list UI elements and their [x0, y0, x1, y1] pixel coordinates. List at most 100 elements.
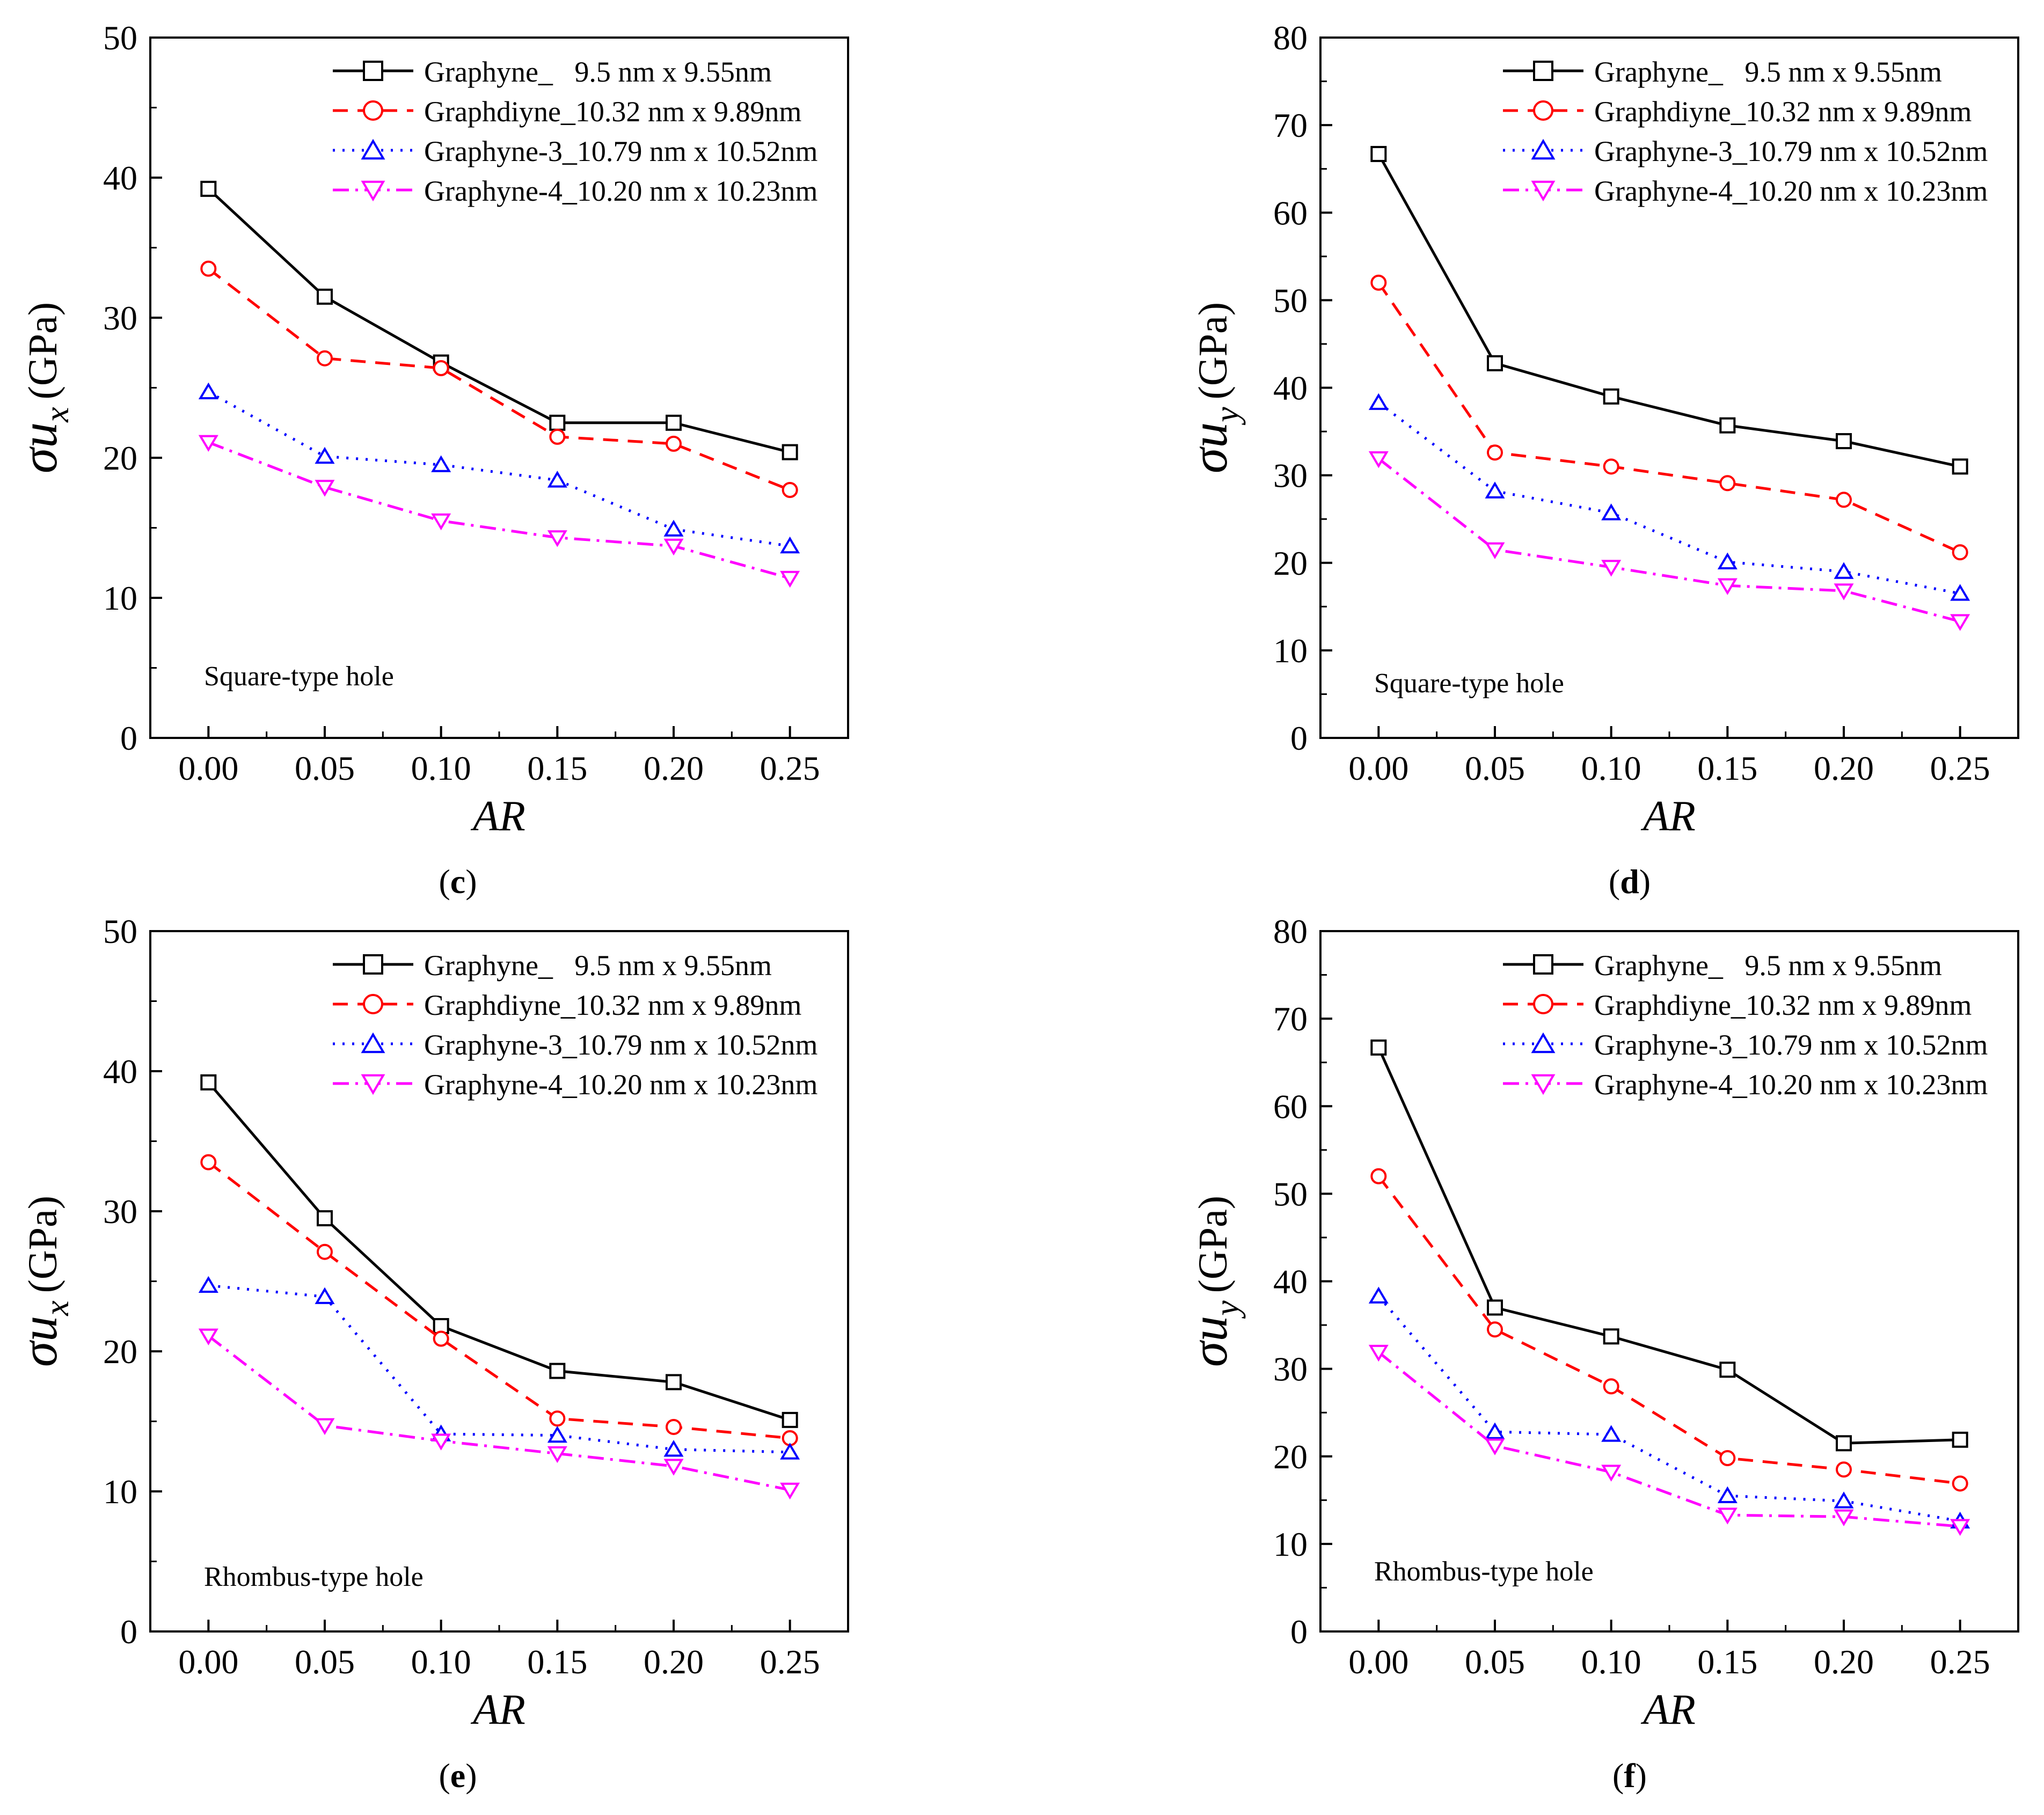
data-point-graphyne	[1952, 458, 1968, 475]
data-point-graphyne-3	[1717, 552, 1738, 569]
data-point-graphyne-3	[431, 455, 451, 472]
y-axis-label-subscript: x	[38, 1300, 76, 1316]
data-point-graphdiyne	[200, 260, 217, 277]
legend-marker-graphyne-3	[1531, 1032, 1556, 1053]
y-tick-label: 0	[1290, 1613, 1308, 1651]
y-axis-label-symbol: σu	[10, 422, 68, 473]
chart-panel-e: 0 10 20 30 40 50 0.00 0.05 0.10 0.15 0.20 0.25 AR σux…	[10, 912, 849, 1733]
hole-type-annotation: Rhombus-type hole	[1374, 1556, 1594, 1587]
data-point-graphyne	[549, 414, 566, 431]
legend-marker-graphdiyne	[363, 100, 383, 121]
chart-panel-d: 0 10 20 30 40 50 60 70 80 0.00 0.05 0.10 0.15 0.20 0.2…	[1180, 19, 2019, 840]
x-tick-label: 0.25	[1930, 749, 1990, 787]
legend-label-graphyne: Graphyne_ 9.5 nm x 9.55nm	[424, 949, 772, 982]
data-point-graphdiyne	[1952, 1475, 1968, 1492]
data-point-graphdiyne	[1719, 1450, 1736, 1467]
x-tick-label: 0.00	[1348, 1643, 1408, 1681]
data-point-graphyne-4	[315, 480, 335, 497]
y-tick-label: 20	[103, 439, 137, 477]
data-point-graphyne-3	[1601, 1425, 1622, 1442]
data-point-graphyne-4	[1368, 1344, 1389, 1362]
y-tick-label: 50	[1273, 1175, 1308, 1213]
data-point-graphdiyne	[433, 360, 449, 376]
data-point-graphyne-4	[663, 1459, 684, 1476]
y-axis-label-subscript: y	[1208, 1300, 1246, 1319]
legend-marker-graphyne-3	[361, 1032, 385, 1053]
x-tick-label: 0.20	[644, 749, 704, 787]
data-point-graphyne	[666, 1374, 682, 1390]
data-point-graphyne-3	[1717, 1486, 1738, 1503]
caption-d: (d)	[1608, 862, 1651, 901]
data-point-graphyne-4	[1950, 1519, 1970, 1536]
data-point-graphdiyne	[1603, 1378, 1619, 1395]
y-tick-label: 20	[1273, 544, 1308, 582]
data-point-graphyne-4	[431, 513, 451, 531]
x-tick-label: 0.10	[1581, 749, 1641, 787]
legend-label-graphyne-4: Graphyne-4_10.20 nm x 10.23nm	[1594, 175, 1988, 207]
data-point-graphyne-4	[663, 538, 684, 556]
y-tick-label: 40	[1273, 1263, 1308, 1301]
legend-label-graphyne-4: Graphyne-4_10.20 nm x 10.23nm	[424, 175, 817, 207]
y-tick-label: 30	[103, 299, 137, 337]
data-point-graphyne-4	[1368, 451, 1389, 469]
x-tick-label: 0.05	[1465, 749, 1525, 787]
x-tick-label: 0.15	[1697, 749, 1757, 787]
y-axis-label: σuy (GPa)	[1180, 1196, 1246, 1367]
x-tick-label: 0.10	[1581, 1643, 1641, 1681]
x-tick-label: 0.20	[644, 1643, 704, 1681]
y-tick-label: 0	[120, 1613, 137, 1651]
data-point-graphyne	[1603, 388, 1619, 405]
data-point-graphdiyne	[549, 428, 566, 445]
series-line-graphyne-4	[207, 1335, 791, 1491]
x-tick-label: 0.20	[1814, 1643, 1874, 1681]
data-point-graphyne-3	[198, 1276, 218, 1293]
caption-e: (e)	[439, 1757, 477, 1795]
data-point-graphyne-3	[1950, 584, 1970, 601]
x-axis-label: AR	[470, 1686, 525, 1733]
y-tick-label: 10	[1273, 1525, 1308, 1563]
y-tick-label: 10	[103, 579, 137, 617]
data-point-graphyne-3	[1368, 393, 1389, 410]
data-point-graphyne	[782, 1411, 798, 1428]
data-point-graphdiyne	[1370, 274, 1387, 291]
data-point-graphdiyne	[1836, 492, 1852, 508]
chart-panel-c: 0 10 20 30 40 50 0.00 0.05 0.10 0.15 0.20 0.25 AR σux…	[10, 19, 849, 840]
y-tick-label: 10	[1273, 632, 1308, 670]
legend-marker-graphdiyne	[1533, 994, 1553, 1014]
data-point-graphdiyne	[317, 1243, 333, 1260]
data-point-graphyne-4	[1485, 542, 1505, 559]
data-point-graphyne	[1952, 1431, 1968, 1448]
data-point-graphyne-3	[1601, 503, 1622, 521]
y-axis-label-unit: (GPa)	[20, 302, 65, 400]
x-tick-label: 0.05	[295, 1643, 355, 1681]
x-tick-label: 0.05	[295, 749, 355, 787]
data-point-graphyne-4	[315, 1418, 335, 1435]
legend-label-graphyne: Graphyne_ 9.5 nm x 9.55nm	[424, 56, 772, 88]
series-line-graphyne-4	[208, 441, 791, 580]
series-line-graphdiyne	[207, 1161, 790, 1440]
y-tick-label: 40	[103, 159, 137, 197]
y-tick-label: 0	[120, 719, 137, 757]
data-point-graphyne-4	[1601, 560, 1622, 577]
data-point-graphdiyne	[317, 350, 333, 367]
legend-label-graphdiyne: Graphdiyne_10.32 nm x 9.89nm	[1594, 989, 1972, 1021]
caption-f: (f)	[1612, 1757, 1647, 1795]
data-point-graphdiyne	[200, 1154, 217, 1170]
data-point-graphyne-4	[1601, 1465, 1622, 1482]
legend-label-graphyne: Graphyne_ 9.5 nm x 9.55nm	[1594, 949, 1942, 982]
y-axis-label-symbol: σu	[10, 1316, 68, 1367]
legend-label-graphdiyne: Graphdiyne_10.32 nm x 9.89nm	[424, 989, 801, 1021]
series-line-graphyne-4	[1377, 457, 1961, 623]
series-line-graphyne-4	[1377, 1351, 1960, 1528]
y-axis-label-symbol: σu	[1180, 422, 1238, 473]
data-point-graphdiyne	[1719, 475, 1736, 492]
legend-label-graphyne-3: Graphyne-3_10.79 nm x 10.52nm	[1594, 1029, 1988, 1061]
data-point-graphyne	[200, 180, 217, 197]
y-tick-label: 40	[103, 1052, 137, 1091]
y-axis-label: σux (GPa)	[10, 302, 76, 473]
data-point-graphyne-3	[780, 536, 800, 554]
legend-label-graphyne-3: Graphyne-3_10.79 nm x 10.52nm	[424, 1029, 817, 1061]
series-line-graphyne	[207, 188, 791, 453]
legend-marker-graphyne-4	[1531, 1074, 1556, 1095]
